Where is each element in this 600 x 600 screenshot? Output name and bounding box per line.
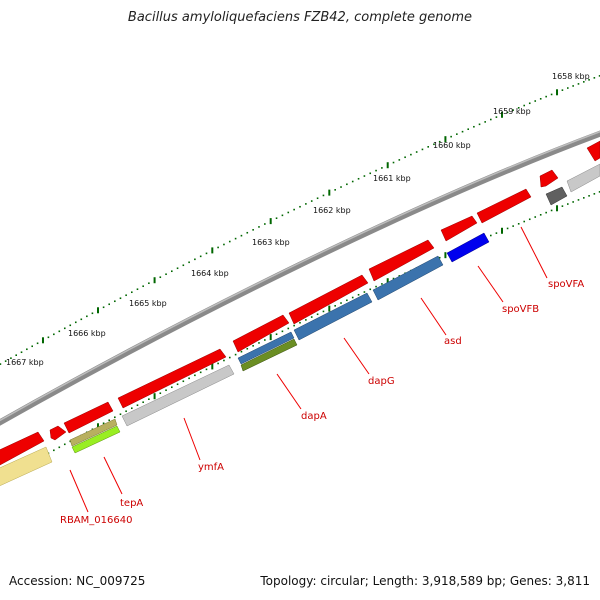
cog-feature-dapa-olive[interactable]	[240, 338, 298, 372]
cog-feature-gray-top[interactable]	[566, 163, 600, 193]
cds-forward-5[interactable]	[368, 239, 435, 282]
cog-feature-dapa-blue[interactable]	[237, 331, 295, 365]
gene-label-spovfa[interactable]: spoVFA	[548, 279, 584, 290]
leader-dapg	[343, 337, 370, 375]
tick-label-1664: 1664 kbp	[191, 269, 229, 278]
gene-label-dapa[interactable]: dapA	[301, 411, 327, 422]
leader-rbam	[69, 469, 89, 513]
tick-label-1661: 1661 kbp	[373, 174, 411, 183]
genome-backbone	[0, 130, 600, 426]
cds-forward-2[interactable]	[539, 169, 559, 188]
leader-ymfa	[183, 417, 201, 461]
gene-leader-lines	[69, 226, 548, 513]
cog-feature-dark[interactable]	[545, 186, 568, 206]
cds-forward-6[interactable]	[288, 274, 369, 325]
cog-feature-rbam[interactable]	[0, 446, 53, 488]
cog-feature-ymfa[interactable]	[121, 364, 235, 427]
cds-forward-7[interactable]	[232, 314, 290, 353]
accession-text: Accession: NC_009725	[9, 574, 146, 588]
leader-dapa	[276, 373, 302, 410]
gene-labels: spoVFA spoVFB asd dapG dapA ymfA tepA RB…	[60, 279, 584, 526]
tick-label-1659: 1659 kbp	[493, 107, 531, 116]
tick-labels: 1658 kbp 1659 kbp 1660 kbp 1661 kbp 1662…	[6, 72, 590, 367]
gene-label-ymfa[interactable]: ymfA	[198, 462, 224, 473]
cds-forward-9[interactable]	[63, 401, 114, 434]
tick-label-1665: 1665 kbp	[129, 299, 167, 308]
leader-spovfb	[477, 265, 504, 303]
gene-label-asd[interactable]: asd	[444, 336, 462, 347]
gene-label-spovfb[interactable]: spoVFB	[502, 304, 539, 315]
gene-label-dapg[interactable]: dapG	[368, 376, 395, 387]
tick-label-1662: 1662 kbp	[313, 206, 351, 215]
cog-feature-spovfb[interactable]	[446, 232, 490, 263]
cog-feature-dapg[interactable]	[293, 292, 373, 341]
tick-label-1666: 1666 kbp	[68, 329, 106, 338]
cds-forward-11[interactable]	[0, 431, 45, 466]
leader-asd	[420, 297, 447, 336]
genome-summary-text: Topology: circular; Length: 3,918,589 bp…	[260, 574, 590, 588]
tick-label-1660: 1660 kbp	[433, 141, 471, 150]
forward-strand-features	[0, 140, 600, 466]
leader-tepa	[103, 456, 123, 495]
cds-forward-8[interactable]	[117, 348, 227, 409]
genome-backbone-highlight	[0, 130, 600, 422]
leader-spovfa	[520, 226, 548, 279]
cog-feature-asd[interactable]	[372, 255, 444, 301]
tick-label-1663: 1663 kbp	[252, 238, 290, 247]
tick-ring	[0, 75, 600, 365]
tick-label-1658: 1658 kbp	[552, 72, 590, 81]
gene-label-rbam[interactable]: RBAM_016640	[60, 515, 132, 526]
gene-label-tepa[interactable]: tepA	[120, 498, 143, 509]
cog-feature-tepa-khaki[interactable]	[69, 418, 118, 447]
map-title: Bacillus amyloliquefaciens FZB42, comple…	[127, 10, 473, 25]
cog-features	[0, 163, 600, 488]
cds-forward-1[interactable]	[586, 140, 600, 162]
cds-forward-3[interactable]	[476, 188, 532, 224]
tick-label-1667: 1667 kbp	[6, 358, 44, 367]
cds-forward-10[interactable]	[49, 425, 67, 441]
cog-feature-tepa-lime[interactable]	[71, 425, 121, 454]
cds-forward-4[interactable]	[440, 215, 478, 242]
